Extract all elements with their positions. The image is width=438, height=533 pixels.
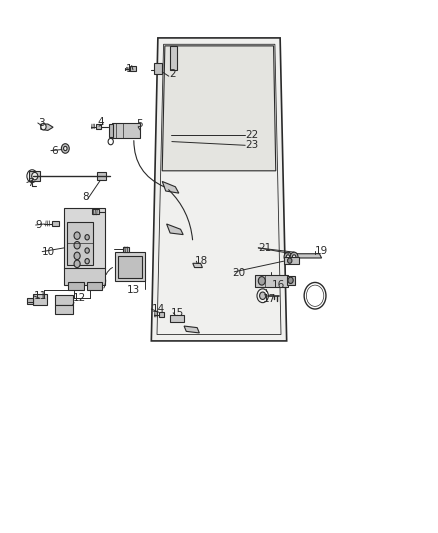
Bar bbox=[52, 221, 59, 226]
Text: 5: 5 bbox=[136, 119, 143, 130]
Text: 8: 8 bbox=[82, 192, 89, 201]
Bar bbox=[287, 276, 294, 285]
Circle shape bbox=[292, 255, 296, 259]
Polygon shape bbox=[162, 46, 276, 171]
Bar bbox=[96, 124, 101, 129]
Polygon shape bbox=[162, 181, 179, 193]
Text: 2: 2 bbox=[169, 69, 175, 79]
Circle shape bbox=[260, 292, 266, 300]
Bar bbox=[29, 171, 40, 181]
Polygon shape bbox=[166, 224, 183, 235]
Text: 18: 18 bbox=[195, 256, 208, 266]
Bar bbox=[97, 172, 106, 180]
Circle shape bbox=[85, 235, 89, 240]
Bar bbox=[64, 268, 106, 285]
Bar bbox=[118, 256, 142, 278]
Bar bbox=[112, 123, 141, 138]
Bar bbox=[109, 124, 113, 137]
Text: 10: 10 bbox=[42, 247, 55, 256]
Text: 9: 9 bbox=[35, 220, 42, 230]
Polygon shape bbox=[151, 38, 287, 341]
Polygon shape bbox=[288, 254, 321, 258]
Circle shape bbox=[64, 147, 67, 151]
Bar bbox=[67, 222, 93, 265]
Text: 11: 11 bbox=[33, 290, 47, 301]
Text: 1: 1 bbox=[126, 64, 133, 74]
Polygon shape bbox=[41, 124, 53, 131]
Bar bbox=[255, 275, 288, 287]
Circle shape bbox=[284, 252, 292, 262]
Text: 17: 17 bbox=[263, 294, 276, 304]
Text: 7: 7 bbox=[27, 177, 34, 188]
Circle shape bbox=[74, 241, 80, 249]
Bar bbox=[123, 247, 130, 252]
Text: 22: 22 bbox=[245, 130, 258, 140]
Text: 20: 20 bbox=[232, 268, 245, 278]
Bar bbox=[131, 66, 136, 71]
Bar bbox=[115, 252, 145, 281]
Circle shape bbox=[74, 260, 80, 268]
Circle shape bbox=[286, 255, 290, 259]
Bar bbox=[159, 312, 164, 317]
Circle shape bbox=[258, 277, 265, 285]
Bar bbox=[284, 257, 299, 264]
Bar bbox=[92, 209, 99, 214]
Text: 15: 15 bbox=[171, 308, 184, 318]
Polygon shape bbox=[170, 316, 184, 322]
Text: 6: 6 bbox=[51, 146, 57, 156]
Circle shape bbox=[288, 258, 292, 263]
Polygon shape bbox=[184, 326, 199, 333]
Text: 14: 14 bbox=[151, 304, 165, 314]
Bar bbox=[170, 46, 177, 70]
Circle shape bbox=[74, 252, 80, 260]
Bar bbox=[33, 294, 46, 305]
Text: 12: 12 bbox=[73, 293, 86, 303]
Circle shape bbox=[41, 124, 46, 130]
Bar bbox=[87, 282, 102, 290]
Text: 3: 3 bbox=[38, 118, 44, 128]
Text: 13: 13 bbox=[127, 286, 141, 295]
Polygon shape bbox=[193, 263, 202, 268]
Text: 16: 16 bbox=[272, 280, 285, 290]
Circle shape bbox=[32, 172, 38, 180]
Bar bbox=[55, 305, 73, 314]
Bar bbox=[68, 282, 84, 290]
Bar bbox=[55, 295, 73, 305]
Bar bbox=[154, 63, 162, 74]
Bar bbox=[27, 298, 33, 304]
Circle shape bbox=[61, 144, 69, 154]
Circle shape bbox=[74, 232, 80, 239]
Circle shape bbox=[288, 277, 293, 284]
Bar bbox=[64, 208, 106, 269]
Text: 23: 23 bbox=[245, 140, 258, 150]
Text: 19: 19 bbox=[315, 246, 328, 255]
Text: 21: 21 bbox=[258, 243, 272, 253]
Text: 4: 4 bbox=[98, 117, 104, 127]
Circle shape bbox=[290, 252, 298, 262]
Circle shape bbox=[85, 259, 89, 264]
Circle shape bbox=[85, 248, 89, 253]
